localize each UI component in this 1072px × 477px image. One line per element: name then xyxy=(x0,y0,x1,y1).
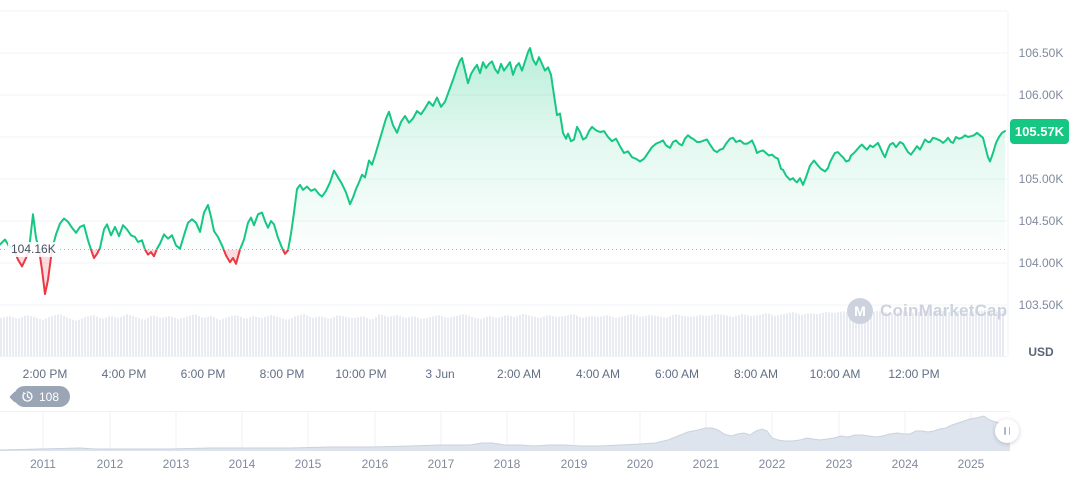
year-label: 2015 xyxy=(294,457,322,471)
year-label: 2019 xyxy=(560,457,588,471)
x-axis-label: 2:00 AM xyxy=(496,367,542,381)
pause-icon xyxy=(1004,427,1006,435)
y-axis-label: 104.00K xyxy=(1018,256,1064,270)
navigator-area xyxy=(0,416,1010,451)
y-axis-label: 104.50K xyxy=(1018,214,1064,228)
x-axis-label: 3 Jun xyxy=(425,367,455,381)
year-label: 2020 xyxy=(626,457,654,471)
x-axis-label: 6:00 AM xyxy=(654,367,700,381)
x-axis-label: 8:00 PM xyxy=(259,367,305,381)
year-label: 2016 xyxy=(361,457,389,471)
x-axis-label: 2:00 PM xyxy=(22,367,68,381)
y-axis-label: 106.00K xyxy=(1018,88,1064,102)
watermark-text: CoinMarketCap xyxy=(880,301,1008,320)
navigator[interactable] xyxy=(0,411,1010,451)
x-axis-label: 8:00 AM xyxy=(733,367,779,381)
navigator-handle[interactable] xyxy=(995,419,1019,443)
x-axis-label: 6:00 PM xyxy=(180,367,226,381)
year-label: 2021 xyxy=(692,457,720,471)
x-axis-label: 12:00 PM xyxy=(888,367,940,381)
x-axis-label: 4:00 AM xyxy=(575,367,621,381)
price-chart-svg[interactable] xyxy=(0,0,1010,362)
year-label: 2023 xyxy=(825,457,853,471)
replay-count-badge[interactable]: 108 xyxy=(14,386,71,407)
year-label: 2018 xyxy=(493,457,521,471)
year-label: 2024 xyxy=(891,457,919,471)
y-axis-label: 106.50K xyxy=(1018,46,1064,60)
year-label: 2017 xyxy=(427,457,455,471)
usd-label: USD xyxy=(1028,345,1054,359)
y-axis-label: 103.50K xyxy=(1018,298,1064,312)
year-label: 2013 xyxy=(162,457,190,471)
volume-bars xyxy=(0,310,1004,356)
year-label: 2014 xyxy=(228,457,256,471)
clock-history-icon xyxy=(22,391,33,402)
x-axis-label: 10:00 AM xyxy=(809,367,861,381)
y-axis-label: 105.00K xyxy=(1018,172,1064,186)
price-line-up xyxy=(0,47,1006,250)
current-price-badge: 105.57K xyxy=(1010,119,1069,144)
watermark: M CoinMarketCap xyxy=(847,298,1007,324)
x-axis-label: 4:00 PM xyxy=(101,367,147,381)
year-label: 2011 xyxy=(30,457,56,471)
year-label: 2022 xyxy=(758,457,786,471)
previous-close-label: 104.16K xyxy=(8,242,59,257)
replay-count: 108 xyxy=(39,389,60,404)
year-label: 2012 xyxy=(96,457,124,471)
coinmarketcap-logo-icon: M xyxy=(847,298,873,324)
year-label: 2025 xyxy=(957,457,985,471)
x-axis-label: 10:00 PM xyxy=(335,367,387,381)
